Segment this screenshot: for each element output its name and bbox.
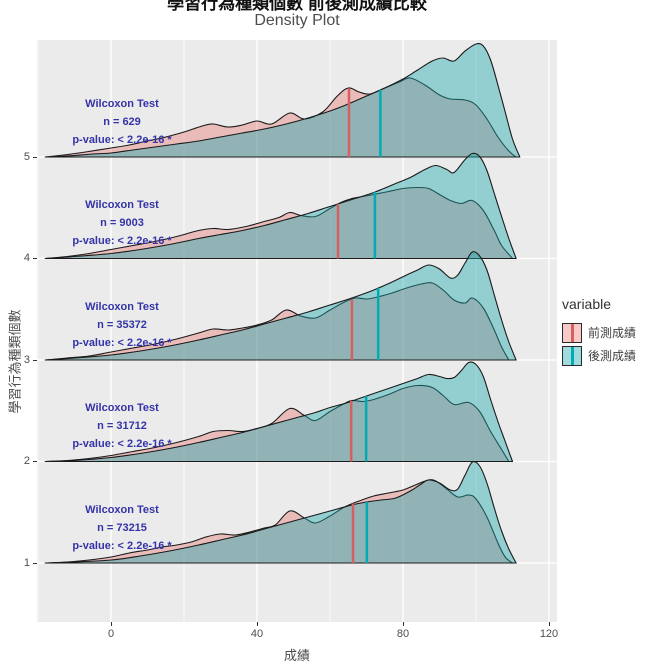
n-label: n = 35372 (97, 319, 147, 331)
test-label: Wilcoxon Test (85, 98, 159, 110)
y-tick-mark (33, 258, 37, 259)
x-tick-mark (403, 622, 404, 626)
y-tick-mark (33, 563, 37, 564)
x-tick-mark (111, 622, 112, 626)
y-tick-label-5: 5 (23, 151, 30, 163)
plot-panel (37, 40, 557, 622)
x-tick-label-0: 0 (107, 628, 115, 640)
x-tick-label-80: 80 (396, 628, 410, 640)
x-tick-label-40: 40 (250, 628, 264, 640)
ridge-annotation-4: Wilcoxon Test n = 9003 p-value: < 2.2e-1… (37, 196, 207, 250)
x-tick-mark (549, 622, 550, 626)
y-tick-mark (33, 461, 37, 462)
x-axis-title: 成績 (283, 648, 310, 663)
y-tick-label-3: 3 (23, 354, 30, 366)
p-label: p-value: < 2.2e-16 * (72, 337, 172, 349)
legend: variable 前測成績 後測成績 (562, 296, 650, 367)
ridge-annotation-3: Wilcoxon Test n = 35372 p-value: < 2.2e-… (37, 298, 207, 352)
n-label: n = 629 (103, 116, 141, 128)
n-label: n = 73215 (97, 522, 147, 534)
x-tick-mark (257, 622, 258, 626)
p-label: p-value: < 2.2e-16 * (72, 134, 172, 146)
legend-swatch-post (562, 345, 582, 366)
p-label: p-value: < 2.2e-16 * (72, 438, 172, 450)
y-tick-label-4: 4 (23, 252, 30, 264)
chart-title: 學習行為種類個數 前後測成績比較 (167, 0, 427, 13)
test-label: Wilcoxon Test (85, 199, 159, 211)
ridge-annotation-1: Wilcoxon Test n = 73215 p-value: < 2.2e-… (37, 501, 207, 555)
legend-title: variable (562, 296, 612, 312)
legend-swatch-pre (562, 322, 582, 343)
pre-median-line-icon (571, 323, 574, 342)
n-label: n = 9003 (100, 217, 144, 229)
legend-item-pre: 前測成績 (562, 321, 650, 344)
legend-item-post: 後測成績 (562, 344, 650, 367)
test-label: Wilcoxon Test (85, 504, 159, 516)
p-label: p-value: < 2.2e-16 * (72, 540, 172, 552)
y-tick-label-1: 1 (23, 557, 30, 569)
ridge-annotation-2: Wilcoxon Test n = 31712 p-value: < 2.2e-… (37, 399, 207, 453)
ridge-annotation-5: Wilcoxon Test n = 629 p-value: < 2.2e-16… (37, 95, 207, 149)
y-tick-label-2: 2 (23, 455, 30, 467)
legend-label-post: 後測成績 (588, 349, 637, 363)
chart-subtitle: Density Plot (254, 12, 340, 29)
y-tick-mark (33, 360, 37, 361)
legend-label-pre: 前測成績 (588, 326, 637, 340)
p-label: p-value: < 2.2e-16 * (72, 235, 172, 247)
density-plot (37, 40, 557, 622)
y-tick-mark (33, 157, 37, 158)
test-label: Wilcoxon Test (85, 301, 159, 313)
x-tick-label-120: 120 (539, 628, 559, 640)
test-label: Wilcoxon Test (85, 402, 159, 414)
n-label: n = 31712 (97, 420, 147, 432)
post-median-line-icon (571, 346, 574, 365)
